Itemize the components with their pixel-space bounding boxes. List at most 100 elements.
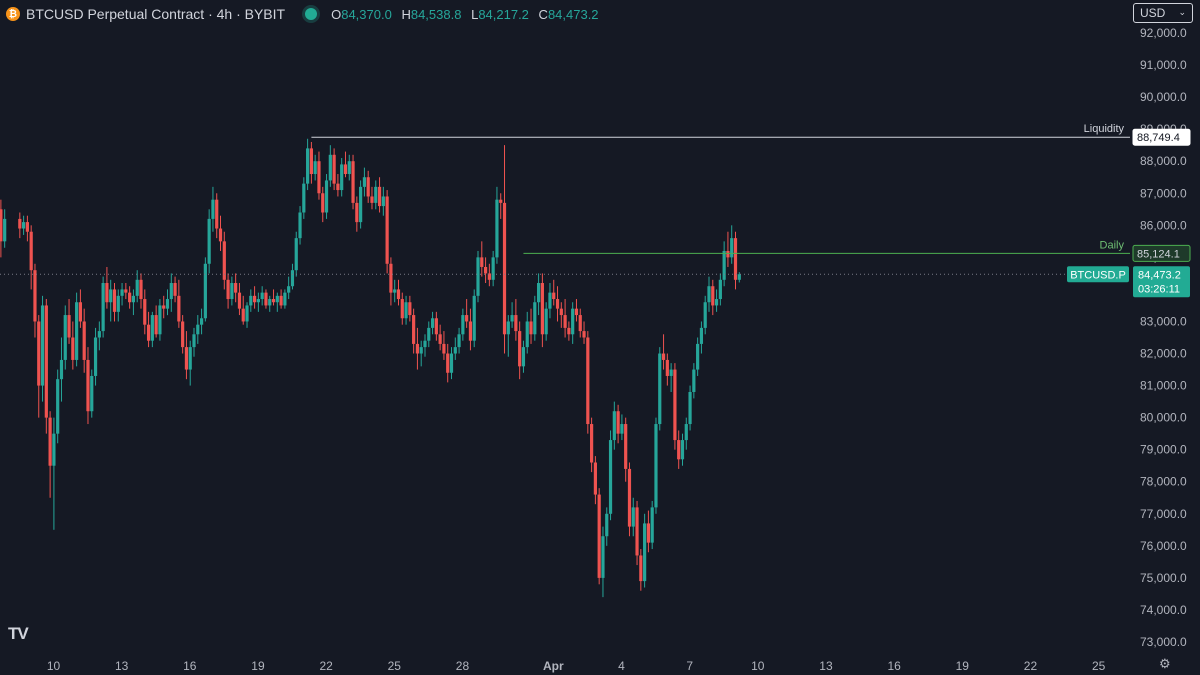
candle-body [215,199,219,229]
tradingview-logo[interactable]: TV [8,624,29,643]
candle-body [211,199,215,219]
candle-body [540,283,544,335]
candle-body [415,343,420,354]
candle-body [181,321,185,348]
candle-body [222,241,226,280]
candle-body [120,289,124,296]
candle-body [336,183,340,191]
candle-body [290,270,295,287]
candle-body [279,295,283,306]
candle-body [332,154,336,184]
candle-body [453,347,457,354]
time-axis-label: 7 [686,659,693,673]
candle-body [552,292,556,300]
time-axis-label: 16 [183,659,197,673]
candle-body [673,369,677,441]
open-value: 84,370.0 [341,6,392,22]
price-axis-label: 88,000.0 [1140,154,1187,168]
gear-icon[interactable]: ⚙ [1159,656,1171,671]
candle-body [703,302,707,328]
price-axis-label: 91,000.0 [1140,58,1187,72]
price-axis-label: 73,000.0 [1140,635,1187,649]
time-axis-label: 19 [251,659,265,673]
candle-body [116,295,120,312]
price-tag-text: 85,124.1 [1137,248,1180,260]
candle-body [48,417,52,466]
candle-body [446,353,450,373]
symbol-tag-bg [1067,266,1129,283]
candle-body [427,327,431,341]
bitcoin-icon: ₿ [6,7,20,21]
symbol-tag-text: BTCUSD.P [1070,269,1126,281]
bar-countdown: 03:26:11 [1138,283,1180,295]
time-axis-label: 13 [115,659,129,673]
time-axis-label: 13 [819,659,833,673]
candle-body [109,289,113,303]
candle-body [105,283,109,303]
candle-body [393,289,397,293]
candle-body [351,161,355,203]
price-axis-label: 80,000.0 [1140,411,1187,425]
low-value: 84,217.2 [478,6,529,22]
price-tag-text: 88,749.4 [1137,132,1180,144]
candle-body [188,347,192,370]
candle-body [203,263,207,319]
candle-body [480,257,484,267]
currency-selector[interactable]: USD ⌄ [1133,3,1193,23]
candle-body [491,257,495,280]
candle-body [302,183,306,213]
candle-body [124,289,128,293]
candle-body [306,148,310,184]
candle-body [563,315,567,328]
price-axis-label: 74,000.0 [1140,603,1187,617]
candle-body [287,286,291,293]
candle-body [294,238,298,271]
candle-body [389,263,393,293]
candle-body [207,218,211,264]
candle-body [616,411,620,434]
candle-body [218,228,223,242]
candle-body [635,507,639,556]
candle-body [52,433,56,466]
candle-body [476,257,480,296]
candle-body [624,424,628,469]
close-value: 84,473.2 [547,6,599,22]
candle-body [688,391,692,425]
candle-body [423,340,427,348]
ohlc-readout: O84,370.0 H84,538.8 L84,217.2 C84,473.2 [331,7,604,22]
candle-body [146,324,151,341]
candle-body [226,279,230,300]
candle-body [283,292,287,306]
candle-body [268,299,272,306]
candle-body [309,148,313,175]
time-axis-label: 22 [1024,659,1038,673]
candle-body [518,331,522,367]
time-axis-label: 28 [456,659,470,673]
time-axis-label: 19 [956,659,970,673]
candle-body [192,334,196,348]
candle-body [733,238,738,280]
candle-body [139,279,143,300]
price-axis-label: 77,000.0 [1140,507,1187,521]
candle-body [97,331,101,338]
candle-body [340,164,344,191]
candle-body [408,302,412,316]
time-axis-label: Apr [543,659,564,673]
candle-body [502,202,507,335]
high-value: 84,538.8 [410,6,462,22]
symbol-title[interactable]: BTCUSD Perpetual Contract · 4h · BYBIT [26,6,286,22]
candle-body [696,343,700,370]
candle-body [18,218,22,229]
candle-body [487,273,491,280]
symbol-price-tag: BTCUSD.P [1067,266,1129,283]
candle-body [434,318,438,335]
candle-body [430,318,435,328]
candle-body [71,337,75,360]
candle-body [457,334,461,348]
candle-body [328,154,332,181]
high-label: H [401,6,411,22]
candle-body [468,321,473,341]
time-axis-label: 10 [751,659,765,673]
candle-body [544,308,548,335]
